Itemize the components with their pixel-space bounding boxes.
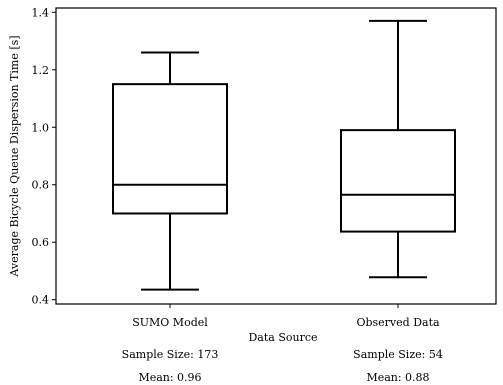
iqr-box xyxy=(112,83,228,215)
x-tick-label: SUMO Model xyxy=(132,316,208,329)
boxes xyxy=(112,19,456,291)
x-axis-ticks: SUMO Model Observed Data xyxy=(132,304,440,329)
mean-label: Mean: 0.88 xyxy=(366,371,429,384)
box-2 xyxy=(340,19,456,279)
plot-frame xyxy=(55,7,497,305)
y-tick-label: 1.4 xyxy=(32,6,50,19)
mean-label: Mean: 0.96 xyxy=(138,371,201,384)
iqr-box xyxy=(340,129,456,233)
y-axis-label: Average Bicycle Queue Dispersion Time [s… xyxy=(8,35,21,277)
y-tick-label: 1.2 xyxy=(32,64,50,77)
sample-size-label: Sample Size: 54 xyxy=(353,348,443,361)
y-tick-label: 0.6 xyxy=(32,236,50,249)
box-1 xyxy=(112,51,228,291)
sample-size-label: Sample Size: 173 xyxy=(122,348,219,361)
y-tick-label: 0.8 xyxy=(32,179,50,192)
y-tick-label: 1.0 xyxy=(32,121,50,134)
x-tick-label: Observed Data xyxy=(356,316,440,329)
y-tick-label: 0.4 xyxy=(32,294,50,307)
y-axis-ticks: 0.4 0.6 0.8 1.0 1.2 1.4 xyxy=(32,6,56,307)
annotations: Sample Size: 173 Mean: 0.96 Sample Size: 5… xyxy=(122,348,443,384)
x-axis-label: Data Source xyxy=(248,331,317,344)
